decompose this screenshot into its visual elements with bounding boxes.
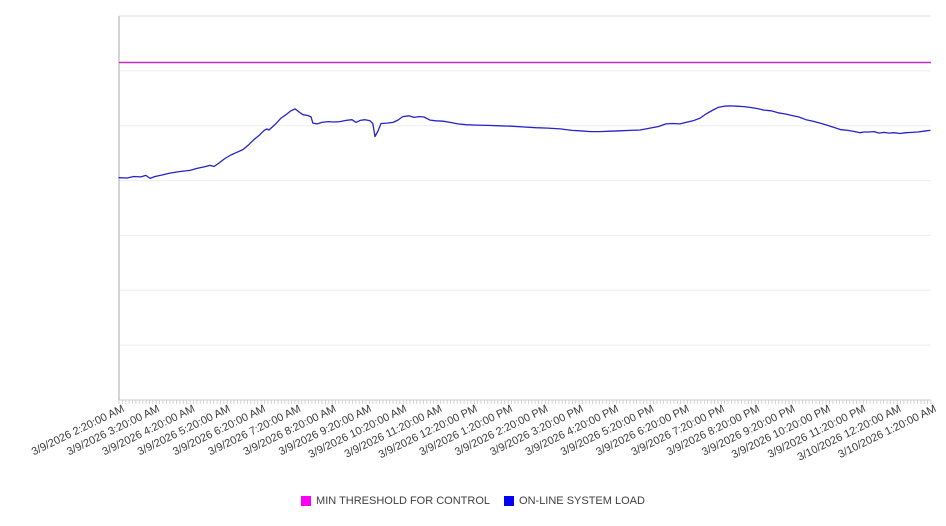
legend-item-online-system-load: ON-LINE SYSTEM LOAD (504, 495, 645, 507)
chart-plot-area: 3/9/2026 2:20:00 AM3/9/2026 3:20:00 AM3/… (30, 15, 938, 464)
online-system-load-line (118, 105, 931, 180)
x-axis-minor-ticks (118, 400, 932, 404)
chart-legend: MIN THRESHOLD FOR CONTROL ON-LINE SYSTEM… (0, 495, 946, 507)
online-system-load-legend-label: ON-LINE SYSTEM LOAD (519, 495, 645, 507)
min-threshold-legend-swatch-icon (301, 496, 312, 506)
online-system-load-legend-swatch-icon (504, 496, 515, 506)
min-threshold-legend-label: MIN THRESHOLD FOR CONTROL (316, 495, 491, 507)
legend-item-min-threshold: MIN THRESHOLD FOR CONTROL (301, 495, 490, 507)
